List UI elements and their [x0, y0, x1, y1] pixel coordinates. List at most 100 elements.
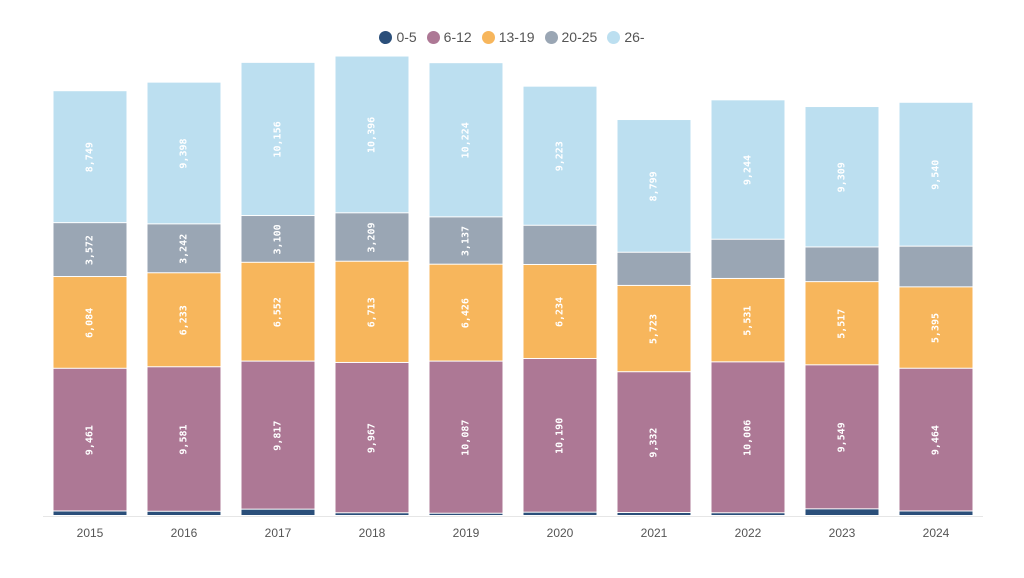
bar-2018-0-5[interactable] — [335, 513, 409, 515]
bar-2016-13-19[interactable] — [147, 273, 221, 367]
data-label-2015-6-12: 9,461 — [85, 425, 96, 455]
legend-item-20-25[interactable]: 20-25 — [544, 29, 597, 45]
bar-2022-20-25[interactable] — [711, 239, 785, 278]
data-label-2023-6-12: 9,549 — [837, 422, 848, 452]
legend: 0-5 6-12 13-19 20-25 26- — [0, 26, 1024, 48]
bar-2017-13-19[interactable] — [241, 262, 315, 361]
data-label-2021-6-12: 9,332 — [649, 428, 660, 458]
bar-2018-20-25[interactable] — [335, 213, 409, 261]
data-label-2015-20-25: 3,572 — [85, 235, 96, 265]
x-tick-2017: 2017 — [265, 526, 292, 540]
bar-2019-0-5[interactable] — [429, 513, 503, 515]
bar-2023-0-5[interactable] — [805, 509, 879, 515]
data-label-2022-6-12: 10,006 — [743, 420, 754, 456]
bar-2015-20-25[interactable] — [53, 223, 127, 277]
data-label-2023-26-: 9,309 — [837, 162, 848, 192]
bar-2022-0-5[interactable] — [711, 513, 785, 515]
x-tick-2020: 2020 — [547, 526, 574, 540]
bar-2020-13-19[interactable] — [523, 264, 597, 358]
data-label-2022-26-: 9,244 — [743, 155, 754, 185]
bar-2023-6-12[interactable] — [805, 365, 879, 509]
data-label-2015-13-19: 6,084 — [85, 308, 96, 338]
bar-2019-20-25[interactable] — [429, 217, 503, 264]
x-tick-2021: 2021 — [641, 526, 668, 540]
legend-item-26[interactable]: 26- — [607, 29, 645, 45]
bar-2022-26-[interactable] — [711, 100, 785, 239]
bar-2017-20-25[interactable] — [241, 216, 315, 262]
data-label-2024-13-19: 5,395 — [931, 313, 942, 343]
bar-2015-26-[interactable] — [53, 91, 127, 223]
data-label-2017-6-12: 9,817 — [273, 421, 284, 451]
bar-2015-6-12[interactable] — [53, 368, 127, 511]
bar-2019-26-[interactable] — [429, 63, 503, 217]
data-label-2023-13-19: 5,517 — [837, 309, 848, 339]
x-tick-2024: 2024 — [923, 526, 950, 540]
legend-item-6-12[interactable]: 6-12 — [426, 29, 472, 45]
legend-swatch-0-5 — [379, 30, 393, 44]
data-label-2016-26-: 9,398 — [179, 138, 190, 168]
legend-swatch-26 — [607, 30, 621, 44]
data-label-2020-13-19: 6,234 — [555, 297, 566, 327]
bar-2024-20-25[interactable] — [899, 246, 973, 287]
data-label-2017-20-25: 3,100 — [273, 224, 284, 254]
bar-2022-6-12[interactable] — [711, 362, 785, 513]
data-label-2020-6-12: 10,190 — [555, 418, 566, 454]
bar-2015-13-19[interactable] — [53, 277, 127, 368]
legend-label-13-19: 13-19 — [498, 29, 535, 45]
bar-2021-6-12[interactable] — [617, 372, 691, 512]
bar-2023-13-19[interactable] — [805, 282, 879, 365]
data-label-2016-13-19: 6,233 — [179, 305, 190, 335]
legend-swatch-13-19 — [481, 30, 495, 44]
bar-2020-26-[interactable] — [523, 86, 597, 225]
data-label-2018-26-: 10,396 — [367, 117, 378, 153]
x-tick-2023: 2023 — [829, 526, 856, 540]
bar-2020-6-12[interactable] — [523, 358, 597, 512]
bar-2024-13-19[interactable] — [899, 287, 973, 368]
bar-2021-26-[interactable] — [617, 120, 691, 252]
data-label-2018-6-12: 9,967 — [367, 423, 378, 453]
bar-2022-13-19[interactable] — [711, 278, 785, 362]
data-label-2020-26-: 9,223 — [555, 141, 566, 171]
bar-2023-20-25[interactable] — [805, 247, 879, 282]
data-label-2024-6-12: 9,464 — [931, 425, 942, 455]
bar-2016-20-25[interactable] — [147, 224, 221, 273]
bar-2015-0-5[interactable] — [53, 511, 127, 515]
bar-2016-26-[interactable] — [147, 82, 221, 224]
bar-2016-0-5[interactable] — [147, 511, 221, 515]
bar-2021-13-19[interactable] — [617, 285, 691, 372]
bar-2023-26-[interactable] — [805, 107, 879, 247]
x-tick-2018: 2018 — [359, 526, 386, 540]
bar-2017-26-[interactable] — [241, 62, 315, 216]
data-label-2022-13-19: 5,531 — [743, 306, 754, 336]
legend-item-13-19[interactable]: 13-19 — [481, 29, 535, 45]
data-label-2018-13-19: 6,713 — [367, 297, 378, 327]
data-label-2015-26-: 8,749 — [85, 142, 96, 172]
legend-item-0-5[interactable]: 0-5 — [379, 29, 417, 45]
x-tick-2016: 2016 — [171, 526, 198, 540]
bar-2019-13-19[interactable] — [429, 264, 503, 361]
data-label-2017-13-19: 6,552 — [273, 297, 284, 327]
legend-label-0-5: 0-5 — [396, 29, 417, 45]
bar-2024-26-[interactable] — [899, 102, 973, 246]
bar-2017-0-5[interactable] — [241, 509, 315, 515]
bar-2019-6-12[interactable] — [429, 361, 503, 513]
data-label-2024-26-: 9,540 — [931, 160, 942, 190]
data-label-2018-20-25: 3,209 — [367, 222, 378, 252]
bar-2018-26-[interactable] — [335, 56, 409, 213]
bar-2021-0-5[interactable] — [617, 512, 691, 515]
x-tick-2022: 2022 — [735, 526, 762, 540]
data-label-2021-13-19: 5,723 — [649, 314, 660, 344]
bar-2021-20-25[interactable] — [617, 252, 691, 285]
bar-2020-20-25[interactable] — [523, 225, 597, 264]
bar-2017-6-12[interactable] — [241, 361, 315, 509]
bar-2018-13-19[interactable] — [335, 261, 409, 362]
data-label-2021-26-: 8,799 — [649, 171, 660, 201]
bar-2024-0-5[interactable] — [899, 511, 973, 515]
bar-2020-0-5[interactable] — [523, 512, 597, 515]
bar-2024-6-12[interactable] — [899, 368, 973, 511]
bar-2018-6-12[interactable] — [335, 362, 409, 513]
data-label-2019-26-: 10,224 — [461, 122, 472, 158]
bar-2016-6-12[interactable] — [147, 367, 221, 511]
data-label-2017-26-: 10,156 — [273, 121, 284, 157]
